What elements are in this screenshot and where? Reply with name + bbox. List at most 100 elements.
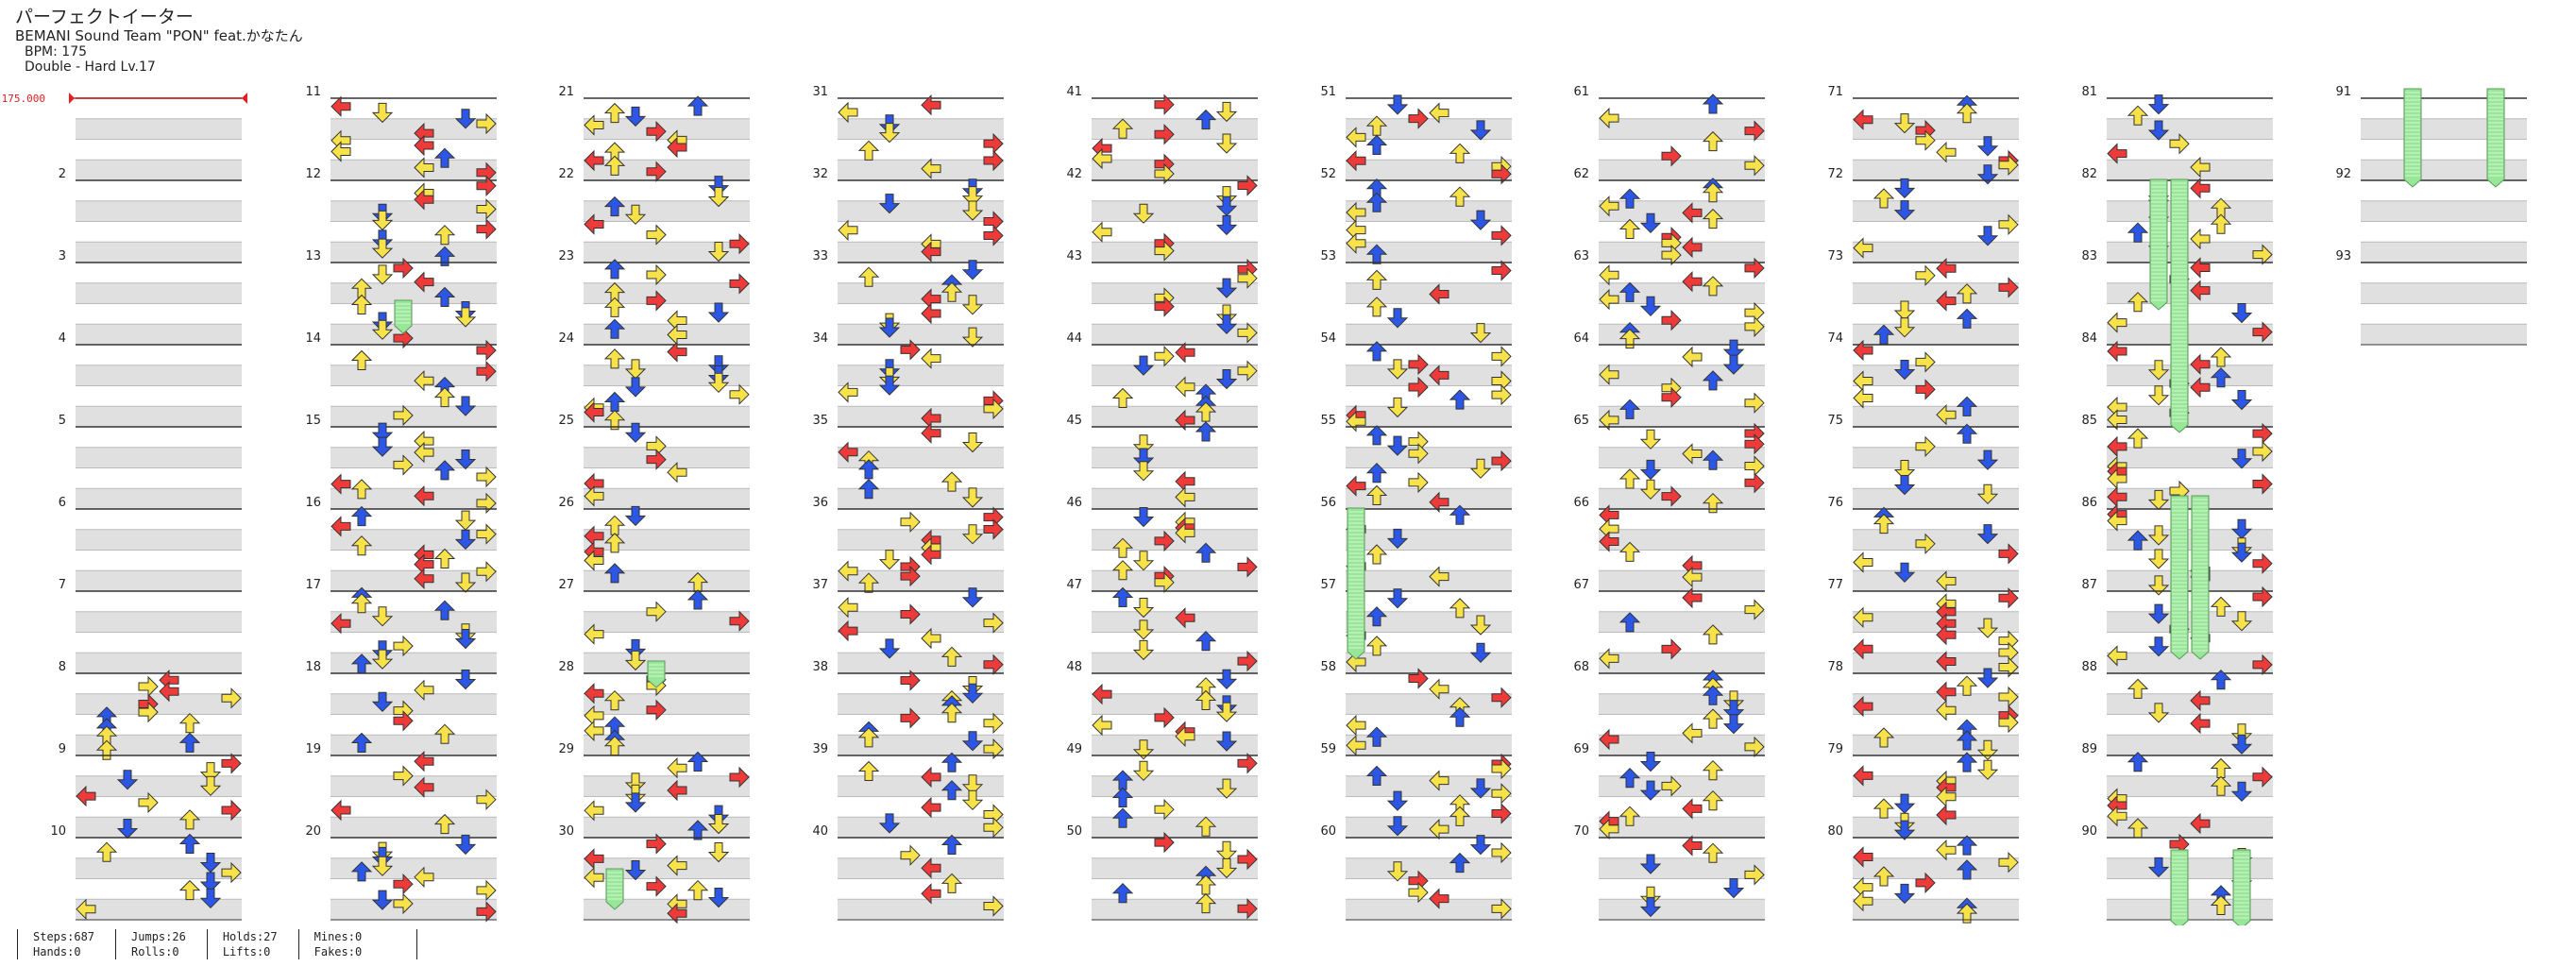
arrow-note [1408,471,1429,494]
beat-stripe [2107,693,2273,715]
arrow-note [2147,525,2170,546]
beat-stripe [838,406,1004,427]
arrow-note [1682,346,1703,368]
arrow-note [2147,857,2170,878]
arrow-note [2147,94,2170,115]
arrow-note [1237,322,1258,344]
beat-stripe [1092,817,1258,838]
arrow-note [1365,544,1388,565]
arrow-note [393,404,414,427]
beat-stripe [76,653,242,673]
beat-stripe [584,570,750,591]
arrow-note [371,856,394,876]
arrow-note [199,853,222,874]
arrow-note [1408,376,1429,399]
bpm-marker-value: 175.000 [2,93,45,105]
arrow-note [1386,435,1409,456]
arrow-note [1618,188,1641,209]
arrow-note [667,461,687,484]
arrow-note [1618,328,1641,349]
arrow-note [2127,530,2149,551]
arrow-note [433,600,456,620]
arrow-note [454,307,477,328]
arrow-note [857,140,880,161]
arrow-note [1215,278,1238,298]
arrow-note [729,610,750,632]
arrow-note [1618,399,1641,419]
arrow-note [603,195,626,217]
measure-number: 6 [59,496,66,510]
stats-block-holds: Holds:27 Lifts:0 [206,929,298,959]
arrow-note [1639,212,1662,234]
arrow-note [707,187,730,208]
measure-number: 45 [1066,414,1082,428]
arrow-note [1853,237,1873,259]
beat-stripe [1346,857,1512,879]
arrow-note [603,409,626,431]
measure-number: 42 [1066,167,1082,181]
beat-stripe [2107,200,2273,222]
arrow-note [624,505,647,527]
arrow-note [729,766,750,789]
arrow-note [414,189,434,211]
beat-stripe [1599,570,1765,591]
arrow-note [1154,706,1175,729]
arrow-note [2147,636,2170,657]
beat-stripe [330,160,497,180]
arrow-note [1936,257,1957,280]
beat-stripe [1853,693,2019,715]
stat-holds: Holds:27 [222,930,278,943]
arrow-note [686,820,709,840]
arrow-note [900,707,921,729]
bpm-label: BPM: 175 [25,44,88,60]
arrow-note [221,753,242,774]
measure-number: 12 [305,167,321,181]
arrow-note [1195,542,1217,563]
arrow-note [1976,484,1999,505]
arrow-note [686,879,709,901]
arrow-note [1237,360,1258,382]
beat-stripe [1092,529,1258,551]
arrow-note [454,629,477,650]
measure-number: 44 [1066,331,1082,346]
arrow-note [330,799,351,822]
arrow-note [878,813,901,834]
arrow-note [1237,753,1258,774]
arrow-note [646,875,667,897]
arrow-note [2210,367,2232,388]
stat-rolls: Rolls:0 [131,945,179,959]
arrow-note [2107,409,2127,431]
arrow-note [1744,472,1765,494]
arrow-note [1449,389,1471,410]
arrow-note [1195,421,1217,442]
beat-stripe [838,570,1004,591]
stats-block-mines: Mines:0 Fakes:0 [297,929,383,959]
beat-stripe [1346,693,1512,715]
arrow-note [1976,164,1999,185]
beat-stripe [2107,282,2273,304]
arrow-note [1491,757,1512,780]
measure-number: 20 [305,824,321,839]
beat-stripe [1599,775,1765,797]
arrow-note [371,238,394,259]
measure-number: 91 [2335,85,2351,99]
measure-number: 57 [1320,578,1336,592]
measure-number: 32 [812,167,828,181]
arrow-note [371,422,394,443]
arrow-note [1175,376,1195,398]
beat-stripe [584,611,750,633]
arrow-note [1469,323,1492,344]
beat-stripe [1092,200,1258,222]
arrow-note [476,175,497,197]
beat-stripe [330,242,497,263]
beat-stripe [330,775,497,797]
arrow-note [1702,685,1724,705]
arrow-note [1215,731,1238,752]
beat-stripe [1853,899,2019,920]
arrow-note [1661,309,1682,331]
arrow-note [1469,458,1492,479]
arrow-note [603,102,626,124]
measure-number: 72 [1827,167,1843,181]
arrow-note [1915,379,1936,400]
arrow-note [1744,155,1765,177]
